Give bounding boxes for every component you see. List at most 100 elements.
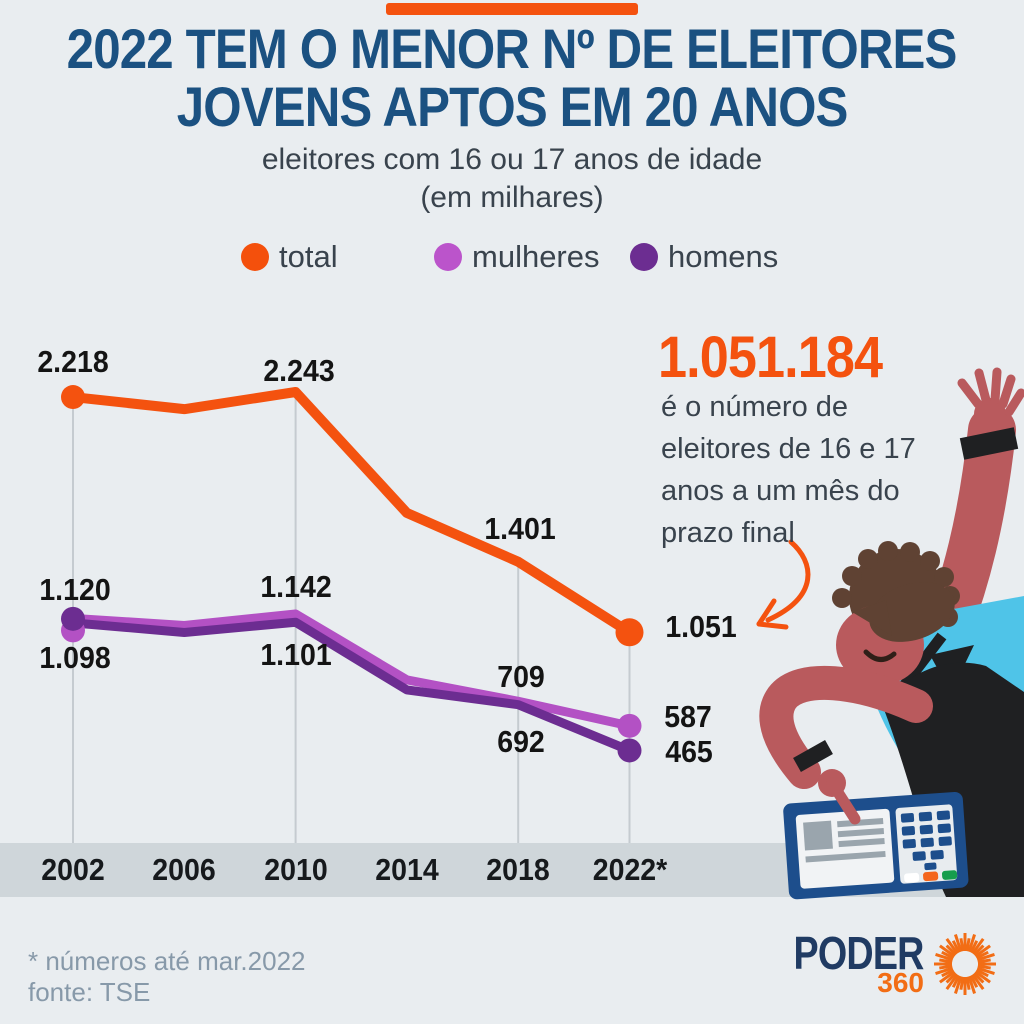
- sunburst-ray: [965, 938, 971, 952]
- value-label-homens-2018: 692: [497, 724, 545, 759]
- sunburst-ray: [965, 976, 971, 990]
- sunburst-ray: [959, 976, 965, 990]
- legend-label-mulheres: mulheres: [472, 239, 600, 274]
- subtitle-line1: eleitores com 16 ou 17 anos de idade: [261, 143, 763, 176]
- smile: [863, 649, 897, 662]
- logo-wordmark: PODER: [793, 927, 925, 979]
- sunburst-ray: [959, 938, 965, 952]
- x-axis-label-2010: 2010: [263, 852, 328, 887]
- sunburst-ray: [973, 972, 985, 984]
- point-total-2002: [61, 385, 85, 410]
- subtitle-line2: (em milhares): [420, 181, 604, 214]
- sunburst-ray: [945, 944, 957, 956]
- pointing-arm: [759, 665, 933, 789]
- hair-point: [852, 600, 892, 636]
- footnote-line1: * números até mar.2022: [28, 946, 306, 976]
- point-homens-2022*: [617, 738, 642, 763]
- value-label-homens-2010: 1.101: [260, 637, 332, 672]
- x-axis-label-2018: 2018: [486, 852, 550, 887]
- callout-big-number: 1.051.184: [658, 325, 883, 390]
- poder360-logo: PODER 360: [765, 927, 998, 998]
- point-mulheres-2022*: [617, 713, 642, 738]
- sunburst-ray: [973, 944, 985, 956]
- sunburst-ray: [939, 964, 953, 970]
- sunburst-ray: [939, 958, 953, 964]
- legend-item-total: total: [241, 239, 338, 274]
- title-line1: 2022 TEM O MENOR Nº DE ELEITORES: [67, 17, 958, 80]
- point-markers: [61, 385, 644, 763]
- value-label-mulheres-2018: 709: [497, 659, 545, 694]
- point-total-2022*: [615, 618, 644, 647]
- sunburst-ray: [941, 968, 955, 978]
- top-accent-bar: [386, 3, 638, 15]
- value-label-mulheres-2010: 1.142: [260, 569, 332, 604]
- armband: [959, 427, 1019, 460]
- orange-key: [923, 871, 939, 882]
- fingers: [957, 367, 1024, 417]
- series-line-homens: [68, 617, 634, 755]
- sunburst-ray: [939, 944, 956, 958]
- sunburst-ray: [945, 972, 957, 984]
- title-line2: JOVENS APTOS EM 20 ANOS: [176, 75, 849, 138]
- logo-360: 360: [877, 967, 924, 998]
- point-homens-2002: [61, 606, 85, 631]
- chart-subtitle: eleitores com 16 ou 17 anos de idade (em…: [0, 141, 1024, 217]
- sunburst-ray: [935, 952, 954, 962]
- x-axis-label-2006: 2006: [152, 852, 217, 887]
- sunburst-ray: [975, 968, 989, 978]
- legend-dot-homens-icon: [630, 243, 658, 271]
- sunburst-ray: [977, 958, 991, 964]
- sunburst-ray: [939, 970, 956, 984]
- wristband: [793, 740, 833, 772]
- sunburst-ray: [976, 952, 995, 962]
- sunburst-ray: [967, 975, 977, 994]
- sunburst-ray: [945, 973, 959, 990]
- green-key: [941, 870, 958, 880]
- page-title: 2022 TEM O MENOR Nº DE ELEITORES JOVENS …: [0, 20, 1024, 136]
- sunburst-ray: [951, 940, 961, 954]
- value-label-homens-2002: 1.098: [39, 640, 111, 675]
- sunburst-icon: [934, 933, 996, 995]
- sunburst-ray: [971, 938, 985, 955]
- hair-fringe: [869, 582, 955, 642]
- sunburst-ray: [953, 975, 963, 994]
- legend-dot-total-icon: [241, 243, 269, 271]
- pointing-finger: [826, 777, 861, 825]
- voting-machine: [783, 791, 969, 900]
- sunburst-ray: [945, 938, 959, 955]
- value-label-total-2010: 2.243: [263, 353, 335, 388]
- value-label-mulheres-2002: 1.120: [39, 572, 111, 607]
- legend-dot-mulheres-icon: [434, 243, 462, 271]
- legend-item-homens: homens: [630, 239, 779, 274]
- callout-text: é o número de eleitores de 16 e 17 anos …: [661, 391, 916, 549]
- sunburst-ray: [977, 964, 991, 970]
- legend-label-homens: homens: [668, 239, 779, 274]
- sunburst-ray: [974, 970, 991, 984]
- sunburst-ray: [971, 973, 985, 990]
- series-line-total: [68, 387, 635, 638]
- legend-label-total: total: [279, 239, 338, 274]
- value-label-total-2018: 1.401: [484, 511, 556, 546]
- value-label-total-2002: 2.218: [37, 344, 109, 379]
- sunburst-ray: [935, 966, 954, 976]
- x-axis-label-2002: 2002: [41, 852, 105, 887]
- screen-content: [803, 818, 886, 863]
- legend-item-mulheres: mulheres: [434, 239, 600, 274]
- sunburst-ray: [969, 974, 979, 988]
- sunburst-ray: [976, 966, 995, 976]
- callout-arrow-icon: [756, 539, 811, 630]
- sunburst-ray: [974, 944, 991, 958]
- footnote: * números até mar.2022 fonte: TSE: [28, 946, 306, 1008]
- x-axis-label-2022*: 2022*: [592, 852, 667, 887]
- value-label-total-2022: 1.051: [665, 609, 737, 644]
- x-axis-band: 2002 2006 2010 2014 2018 2022*: [0, 843, 1024, 897]
- sunburst-ray: [967, 934, 977, 953]
- sunburst-ray: [953, 934, 963, 953]
- value-label-homens-2022: 465: [665, 734, 713, 769]
- x-axis-label-2014: 2014: [375, 852, 439, 887]
- value-label-mulheres-2022: 587: [664, 699, 712, 734]
- white-key: [904, 872, 920, 883]
